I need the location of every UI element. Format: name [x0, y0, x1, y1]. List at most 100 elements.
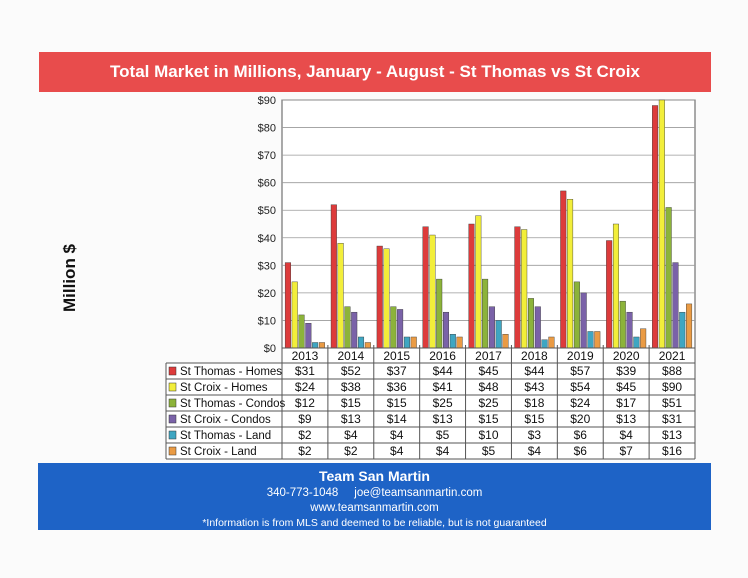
data-label: $18	[524, 396, 544, 410]
data-label: $4	[619, 428, 633, 442]
legend-swatch	[168, 430, 177, 440]
legend-entry: St Thomas - Homes	[180, 366, 282, 378]
bar	[337, 243, 344, 349]
legend-swatch	[168, 414, 177, 424]
y-tick-label: $90	[258, 95, 276, 107]
bar	[312, 342, 319, 349]
data-label: $48	[478, 380, 498, 394]
y-tick-label: $50	[258, 205, 276, 217]
data-label: $36	[387, 380, 407, 394]
bar	[619, 300, 626, 349]
data-label: $16	[662, 444, 682, 458]
data-label: $4	[390, 444, 404, 458]
bar	[652, 105, 659, 349]
data-label: $14	[387, 412, 407, 426]
data-label: $54	[570, 380, 590, 394]
data-label: $38	[341, 380, 361, 394]
data-label: $2	[298, 428, 312, 442]
y-tick-label: $0	[264, 343, 276, 355]
bar	[521, 229, 528, 349]
data-label: $6	[574, 428, 588, 442]
data-label: $88	[662, 364, 682, 378]
bar	[567, 198, 574, 349]
category-label: 2020	[613, 349, 640, 363]
category-label: 2016	[429, 349, 456, 363]
data-label: $57	[570, 364, 590, 378]
bar	[640, 328, 647, 349]
legend-swatch	[168, 366, 177, 376]
bar	[305, 323, 312, 349]
data-label: $15	[478, 412, 498, 426]
bar	[488, 306, 495, 349]
bar	[330, 204, 337, 349]
data-label: $44	[524, 364, 544, 378]
bar	[606, 240, 613, 349]
bar	[475, 215, 482, 349]
bar	[482, 278, 489, 349]
bar	[679, 311, 686, 349]
bar	[548, 336, 555, 349]
y-tick-label: $60	[258, 178, 276, 190]
data-label: $5	[436, 428, 450, 442]
data-label: $51	[662, 396, 682, 410]
data-label: $25	[478, 396, 498, 410]
y-tick-label: $10	[258, 315, 276, 327]
bar	[665, 207, 672, 349]
bar	[449, 334, 456, 349]
data-label: $4	[528, 444, 542, 458]
chart-title: Total Market in Millions, January - Augu…	[39, 52, 711, 92]
bar	[390, 306, 397, 349]
category-label: 2014	[337, 349, 364, 363]
data-label: $13	[616, 412, 636, 426]
data-label: $13	[662, 428, 682, 442]
data-label: $44	[433, 364, 453, 378]
bar	[351, 311, 358, 349]
data-label: $3	[528, 428, 542, 442]
data-label: $7	[619, 444, 633, 458]
data-label: $15	[387, 396, 407, 410]
bar	[573, 281, 580, 349]
bar	[383, 248, 390, 349]
y-tick-label: $20	[258, 288, 276, 300]
bar	[686, 303, 693, 349]
legend-entry: St Thomas - Condos	[180, 398, 286, 410]
data-label: $2	[298, 444, 312, 458]
bar	[495, 320, 502, 349]
footer-website: www.teamsanmartin.com	[310, 502, 439, 514]
data-label: $12	[295, 396, 315, 410]
category-label: 2013	[292, 349, 319, 363]
data-label: $5	[482, 444, 496, 458]
bar	[410, 336, 417, 349]
data-label: $25	[433, 396, 453, 410]
bar	[397, 309, 404, 349]
bar	[436, 278, 443, 349]
bar	[358, 336, 365, 349]
data-label: $13	[341, 412, 361, 426]
data-label: $6	[574, 444, 588, 458]
bar	[633, 336, 640, 349]
bar	[443, 311, 450, 349]
bar	[594, 331, 601, 349]
bar	[364, 342, 371, 349]
bar	[672, 262, 679, 349]
data-label: $15	[341, 396, 361, 410]
data-label: $37	[387, 364, 407, 378]
bar	[527, 298, 534, 349]
data-label: $24	[570, 396, 590, 410]
data-label: $31	[295, 364, 315, 378]
data-label: $90	[662, 380, 682, 394]
category-label: 2021	[659, 349, 686, 363]
data-label: $24	[295, 380, 315, 394]
bar	[376, 245, 383, 349]
data-label: $45	[478, 364, 498, 378]
legend-entry: St Thomas - Land	[180, 430, 271, 442]
data-label: $13	[433, 412, 453, 426]
bar	[291, 281, 298, 349]
bar	[534, 306, 541, 349]
bar	[587, 331, 594, 349]
data-label: $15	[524, 412, 544, 426]
category-label: 2017	[475, 349, 502, 363]
bar	[422, 226, 429, 349]
legend-swatch	[168, 382, 177, 392]
